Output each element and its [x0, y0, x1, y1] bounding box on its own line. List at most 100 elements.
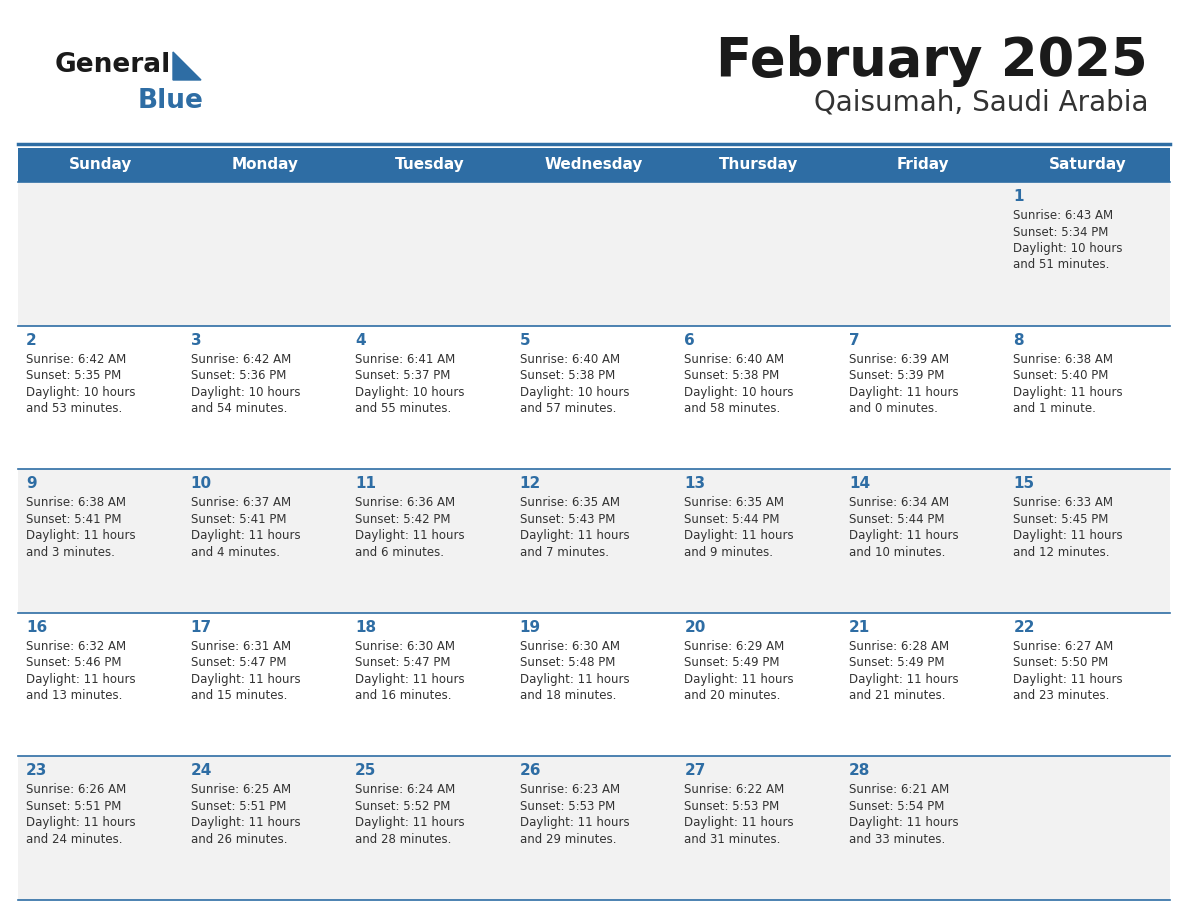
Text: Sunrise: 6:31 AM: Sunrise: 6:31 AM	[190, 640, 291, 653]
Text: Sunrise: 6:40 AM: Sunrise: 6:40 AM	[519, 353, 620, 365]
Text: and 4 minutes.: and 4 minutes.	[190, 545, 279, 559]
Text: and 24 minutes.: and 24 minutes.	[26, 833, 122, 845]
Text: 20: 20	[684, 620, 706, 635]
Text: and 55 minutes.: and 55 minutes.	[355, 402, 451, 415]
Text: Sunset: 5:51 PM: Sunset: 5:51 PM	[26, 800, 121, 813]
Text: and 28 minutes.: and 28 minutes.	[355, 833, 451, 845]
Text: Sunset: 5:40 PM: Sunset: 5:40 PM	[1013, 369, 1108, 382]
Text: 7: 7	[849, 332, 859, 348]
Text: Sunset: 5:38 PM: Sunset: 5:38 PM	[684, 369, 779, 382]
Text: Sunrise: 6:42 AM: Sunrise: 6:42 AM	[190, 353, 291, 365]
Text: Sunset: 5:41 PM: Sunset: 5:41 PM	[190, 512, 286, 526]
Text: Sunset: 5:34 PM: Sunset: 5:34 PM	[1013, 226, 1108, 239]
Text: Sunrise: 6:34 AM: Sunrise: 6:34 AM	[849, 497, 949, 509]
Text: and 26 minutes.: and 26 minutes.	[190, 833, 287, 845]
Text: Sunset: 5:54 PM: Sunset: 5:54 PM	[849, 800, 944, 813]
Text: Daylight: 11 hours: Daylight: 11 hours	[849, 386, 959, 398]
Text: Daylight: 10 hours: Daylight: 10 hours	[519, 386, 630, 398]
Text: 15: 15	[1013, 476, 1035, 491]
Text: and 18 minutes.: and 18 minutes.	[519, 689, 617, 702]
Text: Sunset: 5:42 PM: Sunset: 5:42 PM	[355, 512, 450, 526]
Text: Sunrise: 6:22 AM: Sunrise: 6:22 AM	[684, 783, 784, 797]
Text: Sunrise: 6:25 AM: Sunrise: 6:25 AM	[190, 783, 291, 797]
Text: and 20 minutes.: and 20 minutes.	[684, 689, 781, 702]
Text: and 23 minutes.: and 23 minutes.	[1013, 689, 1110, 702]
Text: and 51 minutes.: and 51 minutes.	[1013, 259, 1110, 272]
Text: Daylight: 11 hours: Daylight: 11 hours	[26, 816, 135, 829]
Text: and 3 minutes.: and 3 minutes.	[26, 545, 115, 559]
Text: Sunrise: 6:32 AM: Sunrise: 6:32 AM	[26, 640, 126, 653]
Text: and 1 minute.: and 1 minute.	[1013, 402, 1097, 415]
Text: 27: 27	[684, 764, 706, 778]
Text: Sunrise: 6:23 AM: Sunrise: 6:23 AM	[519, 783, 620, 797]
Text: 16: 16	[26, 620, 48, 635]
Text: and 53 minutes.: and 53 minutes.	[26, 402, 122, 415]
Text: Daylight: 11 hours: Daylight: 11 hours	[849, 673, 959, 686]
Text: Sunset: 5:49 PM: Sunset: 5:49 PM	[684, 656, 779, 669]
Text: 2: 2	[26, 332, 37, 348]
Text: and 7 minutes.: and 7 minutes.	[519, 545, 608, 559]
Text: 13: 13	[684, 476, 706, 491]
Text: and 21 minutes.: and 21 minutes.	[849, 689, 946, 702]
Text: Sunrise: 6:35 AM: Sunrise: 6:35 AM	[519, 497, 620, 509]
Text: 19: 19	[519, 620, 541, 635]
Text: and 0 minutes.: and 0 minutes.	[849, 402, 937, 415]
Text: Sunrise: 6:36 AM: Sunrise: 6:36 AM	[355, 497, 455, 509]
Text: Daylight: 11 hours: Daylight: 11 hours	[26, 673, 135, 686]
Text: and 31 minutes.: and 31 minutes.	[684, 833, 781, 845]
Text: Daylight: 11 hours: Daylight: 11 hours	[355, 673, 465, 686]
Text: Daylight: 11 hours: Daylight: 11 hours	[519, 673, 630, 686]
Text: Sunrise: 6:30 AM: Sunrise: 6:30 AM	[355, 640, 455, 653]
Text: Sunrise: 6:38 AM: Sunrise: 6:38 AM	[1013, 353, 1113, 365]
Text: Daylight: 10 hours: Daylight: 10 hours	[355, 386, 465, 398]
Text: Sunrise: 6:27 AM: Sunrise: 6:27 AM	[1013, 640, 1113, 653]
Text: Sunset: 5:43 PM: Sunset: 5:43 PM	[519, 512, 615, 526]
Text: Daylight: 11 hours: Daylight: 11 hours	[684, 529, 794, 543]
Text: and 57 minutes.: and 57 minutes.	[519, 402, 617, 415]
Text: Daylight: 11 hours: Daylight: 11 hours	[190, 529, 301, 543]
Text: Sunset: 5:45 PM: Sunset: 5:45 PM	[1013, 512, 1108, 526]
Text: Daylight: 10 hours: Daylight: 10 hours	[26, 386, 135, 398]
Text: Sunset: 5:44 PM: Sunset: 5:44 PM	[684, 512, 779, 526]
Text: Sunset: 5:53 PM: Sunset: 5:53 PM	[519, 800, 615, 813]
Text: Sunset: 5:52 PM: Sunset: 5:52 PM	[355, 800, 450, 813]
Text: Thursday: Thursday	[719, 158, 798, 173]
Text: Sunset: 5:37 PM: Sunset: 5:37 PM	[355, 369, 450, 382]
Text: 22: 22	[1013, 620, 1035, 635]
Text: Sunrise: 6:38 AM: Sunrise: 6:38 AM	[26, 497, 126, 509]
Text: Qaisumah, Saudi Arabia: Qaisumah, Saudi Arabia	[814, 88, 1148, 116]
Text: Daylight: 11 hours: Daylight: 11 hours	[190, 673, 301, 686]
Text: 3: 3	[190, 332, 201, 348]
Text: 23: 23	[26, 764, 48, 778]
Text: Blue: Blue	[138, 88, 204, 114]
Text: 24: 24	[190, 764, 211, 778]
Text: 11: 11	[355, 476, 377, 491]
Text: Daylight: 11 hours: Daylight: 11 hours	[684, 673, 794, 686]
Text: Daylight: 11 hours: Daylight: 11 hours	[849, 529, 959, 543]
Text: Sunrise: 6:41 AM: Sunrise: 6:41 AM	[355, 353, 455, 365]
Text: 5: 5	[519, 332, 530, 348]
Text: and 10 minutes.: and 10 minutes.	[849, 545, 946, 559]
Text: February 2025: February 2025	[716, 35, 1148, 87]
Text: 14: 14	[849, 476, 870, 491]
Text: 12: 12	[519, 476, 541, 491]
Text: Sunrise: 6:39 AM: Sunrise: 6:39 AM	[849, 353, 949, 365]
Text: and 58 minutes.: and 58 minutes.	[684, 402, 781, 415]
Text: 4: 4	[355, 332, 366, 348]
Text: and 54 minutes.: and 54 minutes.	[190, 402, 287, 415]
Text: Sunrise: 6:33 AM: Sunrise: 6:33 AM	[1013, 497, 1113, 509]
Text: Daylight: 11 hours: Daylight: 11 hours	[26, 529, 135, 543]
Text: Sunset: 5:51 PM: Sunset: 5:51 PM	[190, 800, 286, 813]
Text: Sunset: 5:38 PM: Sunset: 5:38 PM	[519, 369, 615, 382]
Text: Wednesday: Wednesday	[545, 158, 643, 173]
Text: and 33 minutes.: and 33 minutes.	[849, 833, 946, 845]
Text: and 16 minutes.: and 16 minutes.	[355, 689, 451, 702]
Text: 18: 18	[355, 620, 377, 635]
Text: Daylight: 11 hours: Daylight: 11 hours	[1013, 673, 1123, 686]
Text: Daylight: 11 hours: Daylight: 11 hours	[355, 529, 465, 543]
Text: and 13 minutes.: and 13 minutes.	[26, 689, 122, 702]
Text: Sunset: 5:50 PM: Sunset: 5:50 PM	[1013, 656, 1108, 669]
Text: and 29 minutes.: and 29 minutes.	[519, 833, 617, 845]
Text: and 6 minutes.: and 6 minutes.	[355, 545, 444, 559]
Text: 25: 25	[355, 764, 377, 778]
